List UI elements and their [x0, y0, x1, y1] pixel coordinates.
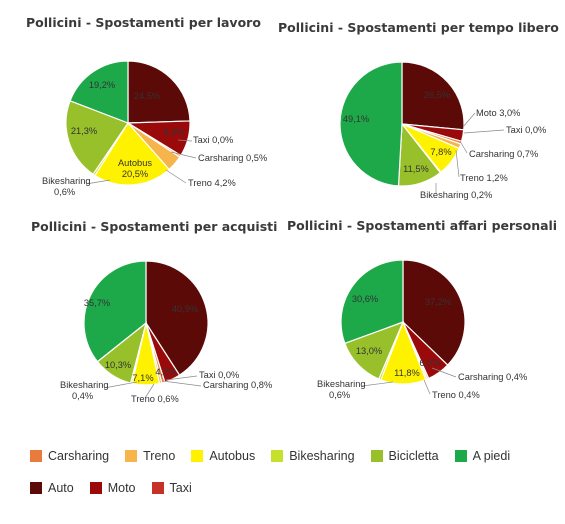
data-label-auto: 26,5%: [424, 90, 450, 100]
legend-label: Autobus: [209, 449, 256, 463]
data-label-auto: 37,2%: [425, 297, 451, 307]
legend-row-2: Auto Moto Taxi: [30, 481, 208, 495]
legend-label: Bicicletta: [388, 449, 439, 463]
leader-line-treno: [165, 169, 187, 184]
data-label-carsharing: Carsharing 0,8%: [203, 380, 272, 390]
pie-slice-autobus: [94, 122, 170, 186]
legend-item-autobus: Autobus: [191, 449, 255, 463]
legend-label: Auto: [48, 481, 74, 495]
data-label-autobus: Autobus 20,5%: [118, 158, 152, 179]
pie-chart-2: Pollicini - Spostamenti per tempo libero…: [278, 20, 559, 200]
data-label-autobus: 7,8%: [430, 147, 451, 157]
legend-item-moto: Moto: [89, 481, 136, 495]
leader-line-bikesharing: [103, 381, 138, 389]
legend-swatch-treno: [125, 450, 138, 462]
legend-item-bicicletta: Bicicletta: [370, 449, 439, 463]
data-label-taxi: Taxi 0,0%: [193, 135, 233, 145]
legend-swatch-taxi: [151, 482, 164, 494]
legend-label: Moto: [107, 481, 136, 495]
data-label-a-piedi: 35,7%: [84, 298, 110, 308]
pie-chart-1: Pollicini - Spostamenti per lavoro 24,5% 9…: [26, 15, 267, 197]
pie-slice-bicicletta: [65, 100, 129, 176]
data-label-autobus: 7,1%: [132, 373, 153, 383]
leader-line-carsharing: [162, 380, 202, 387]
legend-label: Taxi: [169, 481, 192, 495]
leader-line-taxi: [177, 139, 193, 142]
data-label-moto: 4,2%: [155, 367, 176, 377]
data-label-bikesharing: Bikesharing 0,4%: [60, 380, 109, 401]
data-label-bicicletta: 10,3%: [105, 360, 131, 370]
data-label-moto: 6,0%: [419, 358, 440, 368]
data-label-carsharing: Carsharing 0,7%: [469, 149, 538, 159]
data-label-taxi: Taxi 0,0%: [506, 125, 546, 135]
legend-item-auto: Auto: [30, 481, 74, 495]
data-label-treno: Treno 1,2%: [460, 173, 508, 183]
data-label-moto: 9,3%: [163, 127, 184, 137]
data-label-treno: Treno 0,6%: [131, 394, 179, 404]
chart-title: Pollicini - Spostamenti per lavoro: [26, 15, 261, 30]
leader-line-carsharing: [459, 140, 468, 154]
data-label-auto: 40,9%: [172, 304, 198, 314]
legend-swatch-moto: [89, 482, 102, 494]
data-label-a-piedi: 19,2%: [89, 80, 115, 90]
leader-line-taxi: [463, 129, 505, 134]
data-label-bikesharing: Bikesharing 0,6%: [42, 176, 91, 197]
legend-item-carsharing: Carsharing: [30, 449, 109, 463]
legend-label: Carsharing: [48, 449, 110, 463]
pie-slice-auto: [402, 259, 466, 366]
pie-chart-4: Pollicini - Spostamenti affari personali…: [287, 218, 557, 400]
legend-swatch-auto: [30, 482, 42, 494]
legend-swatch-bikesharing: [271, 450, 284, 462]
leader-line-bikesharing: [85, 179, 111, 185]
leader-line-moto: [462, 112, 476, 128]
data-label-carsharing: Carsharing 0,5%: [198, 153, 267, 163]
data-label-bikesharing: Bikesharing 0,2%: [420, 190, 492, 200]
data-label-moto: Moto 3,0%: [476, 108, 520, 118]
legend-row-1: Carsharing Treno Autobus Bikesharing Bicicle…: [30, 449, 526, 463]
leader-line-treno: [423, 379, 431, 395]
data-label-taxi: Taxi 0,0%: [199, 370, 239, 380]
leader-line-treno: [144, 383, 155, 399]
leader-line-taxi: [165, 375, 198, 381]
chart-title: Pollicini - Spostamenti per tempo libero: [278, 20, 559, 35]
data-label-treno: Treno 0,4%: [432, 390, 480, 400]
data-label-a-piedi: 30,6%: [352, 294, 378, 304]
legend-item-treno: Treno: [125, 449, 175, 463]
pie-charts-panel: Pollicini - Spostamenti per lavoro 24,5% 9…: [26, 15, 559, 404]
legend-label: Bikesharing: [289, 449, 355, 463]
pie-slice-auto: [127, 60, 191, 124]
data-label-bicicletta: 11,5%: [403, 164, 429, 174]
legend-item-bikesharing: Bikesharing: [271, 449, 355, 463]
legend-label: Treno: [143, 449, 176, 463]
data-label-autobus: 11,8%: [394, 368, 420, 378]
leader-line-carsharing: [431, 367, 457, 378]
data-label-bikesharing: Bikesharing 0,6%: [317, 379, 366, 400]
chart-title: Pollicini - Spostamenti per acquisti: [31, 219, 277, 234]
leader-line-carsharing: [170, 151, 197, 159]
leader-line-bikesharing: [361, 381, 394, 387]
pie-slice-a-piedi: [340, 259, 404, 345]
leader-line-treno: [455, 149, 460, 178]
pie-slice-a-piedi: [339, 61, 403, 187]
legend-swatch-bicicletta: [370, 450, 383, 462]
data-label-auto: 24,5%: [134, 91, 160, 101]
data-label-bicicletta: 13,0%: [356, 346, 382, 356]
pie-chart-3: Pollicini - Spostamenti per acquisti 40,9…: [31, 219, 277, 404]
chart-title: Pollicini - Spostamenti affari personali: [287, 218, 557, 233]
legend-swatch-carsharing: [30, 450, 42, 462]
legend-swatch-autobus: [191, 450, 204, 462]
pie-slice-auto: [401, 61, 465, 131]
data-label-carsharing: Carsharing 0,4%: [458, 372, 527, 382]
legend-label: A piedi: [472, 449, 511, 463]
legend-item-a-piedi: A piedi: [454, 449, 511, 463]
data-label-a-piedi: 49,1%: [343, 114, 369, 124]
pie-slice-a-piedi: [69, 60, 129, 124]
data-label-treno: Treno 4,2%: [188, 178, 236, 188]
data-label-bicicletta: 21,3%: [71, 126, 97, 136]
pie-slice-a-piedi: [83, 260, 147, 363]
legend-swatch-a-piedi: [454, 450, 467, 462]
legend-item-taxi: Taxi: [151, 481, 192, 495]
